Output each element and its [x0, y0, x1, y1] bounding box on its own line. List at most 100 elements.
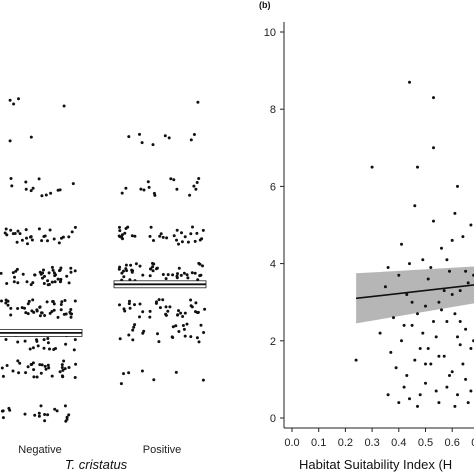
data-point [378, 331, 382, 335]
data-point [40, 194, 44, 198]
data-point [151, 269, 155, 273]
data-point [68, 310, 72, 314]
data-point [132, 325, 136, 329]
data-point [5, 282, 9, 285]
data-point [46, 279, 50, 283]
data-point [453, 312, 457, 316]
data-point [58, 188, 62, 192]
y-tick-label: 4 [270, 259, 276, 271]
data-point [29, 189, 33, 193]
data-point [190, 305, 194, 309]
data-point [64, 419, 68, 423]
data-point [123, 231, 127, 235]
data-point [456, 393, 459, 397]
data-point [190, 271, 194, 275]
data-point [170, 335, 174, 339]
data-point [13, 232, 17, 235]
data-point [469, 347, 473, 350]
data-point [429, 266, 433, 269]
data-point [15, 240, 19, 244]
data-point [1, 416, 5, 420]
data-point [156, 332, 159, 336]
data-point [69, 308, 73, 311]
data-point [43, 413, 47, 416]
data-point [73, 299, 77, 303]
data-point [183, 334, 187, 338]
data-point [450, 293, 454, 296]
data-point [138, 315, 141, 319]
data-point [194, 310, 197, 314]
data-point [59, 303, 63, 306]
data-point [23, 412, 27, 416]
data-point [386, 393, 390, 397]
data-point [416, 404, 419, 408]
data-point [46, 341, 50, 345]
data-point [44, 367, 48, 371]
data-point [181, 315, 185, 318]
data-point [445, 320, 449, 323]
regression-line [355, 284, 474, 300]
data-point [192, 133, 196, 136]
data-point [148, 274, 152, 278]
data-point [50, 265, 54, 269]
data-point [17, 371, 21, 375]
data-point [127, 302, 131, 306]
data-point [40, 363, 44, 367]
data-point [408, 397, 411, 401]
data-point [196, 310, 200, 314]
data-point [128, 299, 131, 303]
data-point [445, 258, 449, 262]
data-point [49, 191, 53, 195]
data-point [198, 238, 202, 242]
data-point [424, 381, 427, 385]
data-point [16, 307, 20, 310]
data-point [177, 330, 181, 333]
data-point [466, 401, 470, 405]
data-point [193, 239, 197, 243]
data-point [37, 414, 41, 418]
data-point [69, 270, 73, 274]
data-point [38, 363, 42, 367]
panel-b-confidence-band [356, 266, 474, 324]
data-point [69, 266, 73, 270]
data-point [203, 307, 207, 311]
data-point [193, 271, 197, 275]
data-point [73, 338, 77, 342]
data-point [23, 306, 26, 310]
data-point [37, 227, 41, 231]
panel-b-fit-line [355, 284, 474, 300]
data-point [56, 277, 60, 281]
data-point [46, 239, 49, 243]
data-point [26, 302, 30, 306]
data-point [158, 234, 162, 238]
data-point [124, 186, 128, 190]
data-point [11, 271, 15, 275]
data-point [155, 300, 158, 304]
data-point [16, 281, 20, 285]
data-point [164, 313, 168, 317]
data-point [418, 347, 422, 350]
data-point [62, 104, 66, 108]
data-point [32, 375, 36, 379]
data-point [189, 298, 193, 302]
data-point [152, 239, 155, 242]
data-point [416, 312, 419, 316]
data-point [31, 186, 35, 190]
data-point [152, 262, 156, 266]
data-point [161, 298, 165, 302]
data-point [33, 413, 37, 417]
data-point [43, 314, 47, 317]
data-point [9, 306, 13, 310]
data-point [31, 281, 35, 285]
data-point [201, 378, 205, 382]
panel-b-scatter: (b) 0 2 4 6 8 10 0.0 0.1 0.2 0.3 0.4 0.5 0.6 0.7 Hab… [259, 0, 474, 472]
data-point [186, 276, 190, 280]
data-point [118, 303, 121, 307]
data-point [440, 308, 443, 312]
data-point [39, 371, 43, 375]
data-point [194, 187, 198, 191]
data-point [416, 165, 419, 169]
data-point [40, 239, 44, 243]
data-point [50, 280, 54, 284]
data-point [188, 193, 192, 197]
